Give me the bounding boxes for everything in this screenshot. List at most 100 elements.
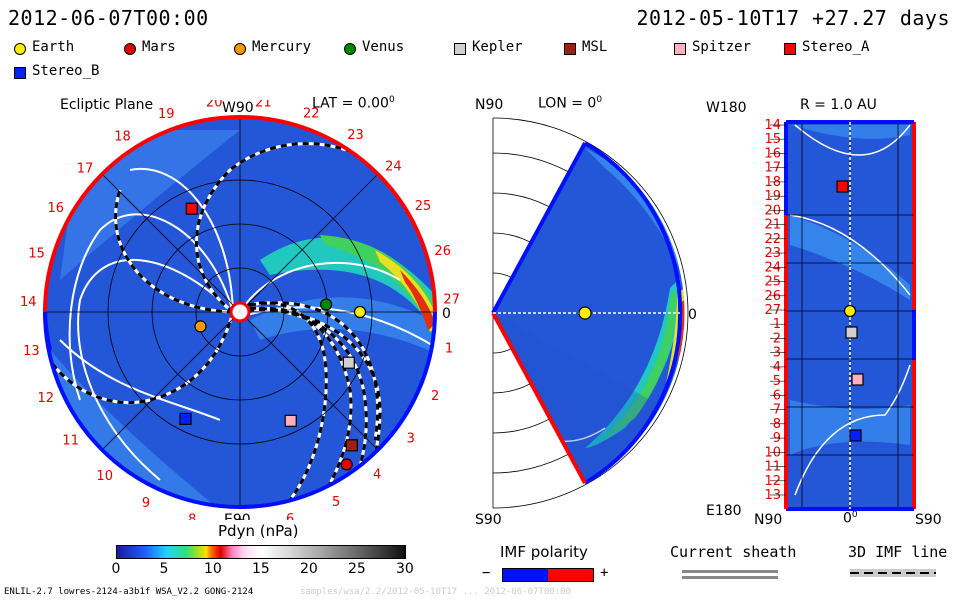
- footer-right: samples/wsa/2.2/2012-05-10T17 ... 2012-0…: [300, 587, 571, 597]
- legend-swatch-msl: [564, 43, 576, 55]
- ecliptic-stereo_a-marker: [185, 202, 198, 215]
- legend-label-mars: Mars: [142, 39, 176, 55]
- colorbar-tick-25: 25: [348, 561, 366, 577]
- ecliptic-day-tick-6: 6: [286, 512, 294, 520]
- colorbar-tick-30: 30: [396, 561, 414, 577]
- radial-day-tick-25: 25: [764, 275, 781, 290]
- ecliptic-msl-marker: [345, 439, 358, 452]
- ecliptic-day-tick-22: 22: [303, 106, 320, 121]
- radial-r-label: R = 1.0 AU: [800, 97, 877, 113]
- imf-polarity-bar: [502, 568, 594, 582]
- ecliptic-plane-plot: 2021222324252627123456789101112131415161…: [20, 100, 460, 520]
- radial-day-tick-21: 21: [764, 218, 781, 233]
- ecliptic-day-tick-27: 27: [443, 292, 460, 307]
- legend-label-venus: Venus: [362, 39, 405, 55]
- radial-stereo-a-marker: [836, 180, 849, 193]
- legend-label-msl: MSL: [582, 39, 608, 55]
- current-sheath-title: Current sheath: [670, 543, 797, 561]
- ecliptic-venus-marker: [320, 298, 333, 311]
- radial-day-tick-10: 10: [764, 445, 781, 460]
- left-timestamp: 2012-06-07T00:00: [8, 6, 209, 30]
- radial-day-tick-4: 4: [773, 360, 781, 375]
- radial-day-tick-19: 19: [764, 189, 781, 204]
- radial-day-tick-7: 7: [773, 403, 781, 418]
- radial-day-tick-1: 1: [773, 317, 781, 332]
- meridional-bottom-label: S90: [475, 512, 502, 528]
- radial-day-tick-12: 12: [764, 474, 781, 489]
- ecliptic-day-tick-9: 9: [142, 496, 150, 511]
- ecliptic-day-tick-24: 24: [385, 160, 402, 175]
- radial-kepler-marker: [845, 326, 858, 339]
- legend-swatch-earth: [14, 43, 26, 55]
- ecliptic-spitzer-marker: [284, 414, 297, 427]
- ecliptic-day-tick-17: 17: [77, 161, 94, 176]
- meridional-plot: 0: [491, 117, 697, 509]
- ecliptic-kepler-marker: [342, 356, 355, 369]
- imf-polarity-plus: +: [600, 565, 609, 581]
- legend-swatch-mars: [124, 43, 136, 55]
- radial-stereo-b-marker: [849, 429, 862, 442]
- ecliptic-day-tick-3: 3: [407, 432, 415, 447]
- ecliptic-day-tick-23: 23: [347, 128, 364, 143]
- ecliptic-day-tick-1: 1: [445, 342, 453, 357]
- legend-label-kepler: Kepler: [472, 39, 523, 55]
- meridional-top-label: N90: [475, 97, 504, 113]
- radial-day-tick-6: 6: [773, 388, 781, 403]
- ecliptic-lat-label: LAT = 0.000: [312, 95, 395, 112]
- ecliptic-right-label: 0: [442, 306, 451, 322]
- legend-label-spitzer: Spitzer: [692, 39, 752, 55]
- legend-swatch-mercury: [234, 43, 246, 55]
- colorbar: [116, 545, 406, 559]
- radial-day-tick-11: 11: [764, 460, 781, 475]
- colorbar-tick-10: 10: [204, 561, 222, 577]
- ecliptic-day-tick-8: 8: [188, 513, 196, 520]
- legend-label-stereo_b: Stereo_B: [32, 63, 100, 79]
- legend-swatch-venus: [344, 43, 356, 55]
- ecliptic-day-tick-16: 16: [48, 201, 65, 216]
- legend-swatch-stereo_a: [784, 43, 796, 55]
- radial-day-tick-5: 5: [773, 374, 781, 389]
- radial-day-tick-18: 18: [764, 175, 781, 190]
- imf-line-swatch: [850, 569, 936, 577]
- ecliptic-bottom-label: E90: [224, 512, 251, 520]
- ecliptic-day-tick-11: 11: [62, 434, 79, 449]
- ecliptic-day-tick-19: 19: [158, 107, 175, 122]
- meridional-lon-label: LON = 00: [538, 95, 603, 112]
- ecliptic-day-tick-25: 25: [415, 199, 432, 214]
- radial-top-left-label: W180: [706, 100, 747, 116]
- radial-day-tick-2: 2: [773, 332, 781, 347]
- footer-left: ENLIL-2.7 lowres-2124-a3b1f WSA_V2.2 GON…: [4, 587, 254, 597]
- radial-day-tick-13: 13: [764, 488, 781, 503]
- ecliptic-day-tick-26: 26: [434, 244, 451, 259]
- ecliptic-day-tick-14: 14: [20, 295, 37, 310]
- radial-day-tick-20: 20: [764, 203, 781, 218]
- radial-day-tick-24: 24: [764, 260, 781, 275]
- colorbar-title: Pdyn (nPa): [218, 522, 299, 540]
- radial-day-tick-9: 9: [773, 431, 781, 446]
- ecliptic-title: Ecliptic Plane: [60, 97, 154, 113]
- ecliptic-mars-marker: [340, 458, 353, 471]
- ecliptic-day-tick-5: 5: [332, 495, 340, 510]
- legend-label-stereo_a: Stereo_A: [802, 39, 870, 55]
- radial-day-tick-17: 17: [764, 161, 781, 176]
- radial-earth-marker: [843, 304, 857, 318]
- radial-day-tick-26: 26: [764, 289, 781, 304]
- imf-polarity-title: IMF polarity: [500, 543, 588, 561]
- colorbar-tick-5: 5: [159, 561, 169, 577]
- radial-bottom-n90: N90: [754, 512, 783, 528]
- legend-label-mercury: Mercury: [252, 39, 312, 55]
- imf-line-title: 3D IMF line: [848, 543, 948, 561]
- radial-spitzer-marker: [851, 373, 864, 386]
- colorbar-tick-15: 15: [252, 561, 270, 577]
- right-timestamp: 2012-05-10T17 +27.27 days: [636, 6, 950, 30]
- ecliptic-stereo_b-marker: [179, 412, 192, 425]
- ecliptic-day-tick-18: 18: [114, 130, 131, 145]
- radial-day-tick-3: 3: [773, 346, 781, 361]
- ecliptic-day-tick-21: 21: [255, 100, 272, 110]
- current-sheath-swatch: [682, 570, 778, 573]
- ecliptic-day-tick-10: 10: [96, 469, 113, 484]
- colorbar-tick-0: 0: [111, 561, 121, 577]
- legend-swatch-kepler: [454, 43, 466, 55]
- ecliptic-day-tick-13: 13: [23, 344, 40, 359]
- ecliptic-top-label: W90: [222, 100, 254, 116]
